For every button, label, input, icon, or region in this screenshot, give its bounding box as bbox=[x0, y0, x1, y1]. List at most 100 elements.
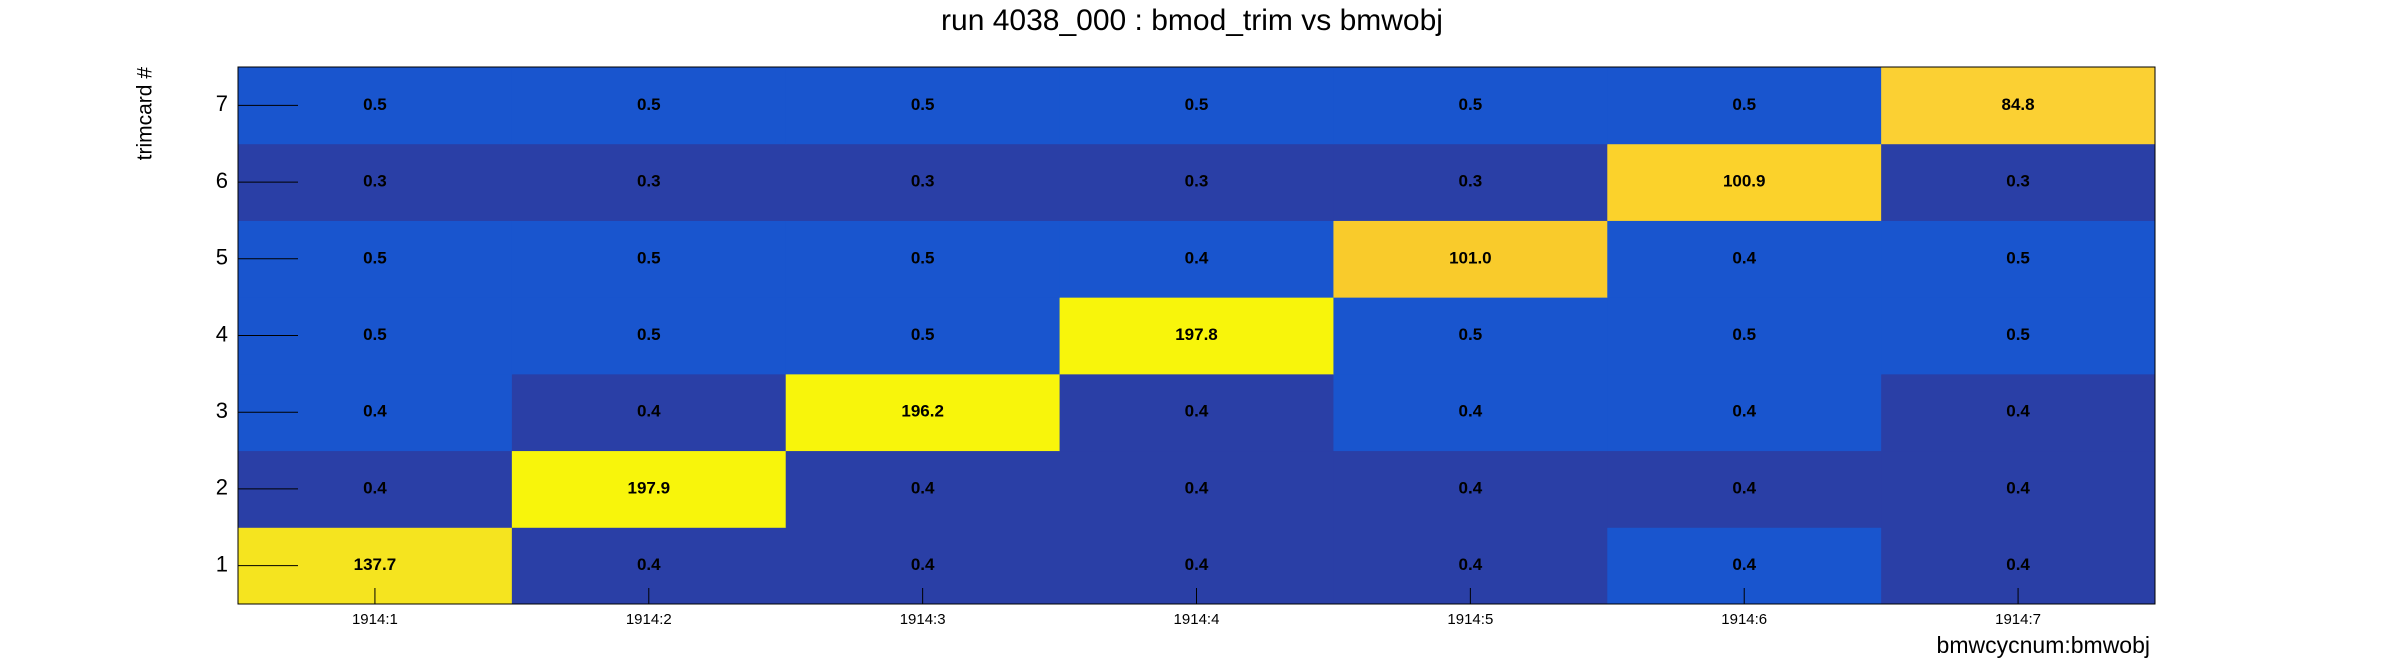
cell-label: 0.4 bbox=[1732, 248, 1756, 267]
heatmap-cell bbox=[1881, 220, 2156, 298]
x-tick-label: 1914:3 bbox=[900, 611, 946, 628]
cell-label: 197.9 bbox=[628, 478, 671, 497]
heatmap-cell bbox=[1333, 67, 1608, 145]
x-tick-label: 1914:2 bbox=[626, 611, 672, 628]
cell-label: 0.5 bbox=[911, 325, 935, 344]
cell-label: 0.4 bbox=[911, 555, 935, 574]
x-tick-label: 1914:5 bbox=[1447, 611, 1493, 628]
heatmap-cell bbox=[1607, 373, 1882, 452]
cell-label: 0.5 bbox=[637, 95, 661, 114]
heatmap-cell bbox=[1059, 373, 1334, 452]
heatmap-cell bbox=[511, 143, 787, 221]
cell-label: 0.4 bbox=[637, 555, 661, 574]
cell-label: 0.5 bbox=[1732, 325, 1756, 344]
heatmap-cell bbox=[785, 220, 1061, 298]
x-tick-label: 1914:7 bbox=[1995, 611, 2041, 628]
heatmap-cell bbox=[1059, 450, 1334, 528]
heatmap-cell bbox=[1059, 143, 1334, 221]
heatmap-cell bbox=[785, 373, 1061, 452]
cell-label: 0.5 bbox=[2006, 248, 2030, 267]
x-tick-label: 1914:4 bbox=[1174, 611, 1220, 628]
y-tick-label: 5 bbox=[216, 245, 228, 270]
cell-label: 0.4 bbox=[363, 478, 387, 497]
y-tick-label: 6 bbox=[216, 168, 228, 193]
heatmap-cell bbox=[1333, 297, 1608, 375]
cell-label: 0.4 bbox=[1185, 248, 1209, 267]
heatmap-cell bbox=[1607, 67, 1882, 145]
cell-label: 196.2 bbox=[901, 402, 944, 421]
cell-label: 0.5 bbox=[1459, 95, 1483, 114]
cell-label: 137.7 bbox=[354, 555, 397, 574]
heatmap-cell bbox=[1333, 143, 1608, 221]
heatmap-cell bbox=[1881, 143, 2156, 221]
cell-label: 0.5 bbox=[1732, 95, 1756, 114]
cell-label: 0.4 bbox=[2006, 478, 2030, 497]
heatmap-cell bbox=[511, 297, 787, 375]
heatmap-cell bbox=[1881, 67, 2156, 145]
cell-label: 0.5 bbox=[911, 95, 935, 114]
cell-label: 197.8 bbox=[1175, 325, 1218, 344]
heatmap-cell bbox=[1333, 220, 1608, 298]
heatmap-cell bbox=[785, 67, 1061, 145]
cell-label: 0.5 bbox=[637, 248, 661, 267]
cell-label: 0.3 bbox=[1185, 172, 1209, 191]
cell-label: 0.4 bbox=[1732, 478, 1756, 497]
y-axis-label: trimcard # bbox=[134, 67, 157, 161]
x-tick-label: 1914:6 bbox=[1721, 611, 1767, 628]
cell-label: 0.4 bbox=[2006, 402, 2030, 421]
cell-label: 0.5 bbox=[363, 248, 387, 267]
x-axis-label: bmwcycnum:bmwobj bbox=[1937, 632, 2150, 658]
heatmap-cell bbox=[785, 143, 1061, 221]
heatmap-cell bbox=[1333, 373, 1608, 452]
cell-label: 0.3 bbox=[637, 172, 661, 191]
cell-label: 0.4 bbox=[1185, 478, 1209, 497]
heatmap-cell bbox=[1607, 450, 1882, 528]
cell-label: 0.4 bbox=[911, 478, 935, 497]
heatmap-cell bbox=[785, 297, 1061, 375]
heatmap-cell bbox=[1881, 297, 2156, 375]
heatmap-cell bbox=[1881, 373, 2156, 452]
heatmap-cell bbox=[1059, 220, 1334, 298]
cell-label: 0.3 bbox=[2006, 172, 2030, 191]
heatmap-cell bbox=[1059, 67, 1334, 145]
heatmap-cell bbox=[1333, 450, 1608, 528]
heatmap-cell bbox=[511, 450, 787, 528]
heatmap-cell bbox=[1607, 143, 1882, 221]
cell-label: 0.5 bbox=[1185, 95, 1209, 114]
cell-label: 84.8 bbox=[2002, 95, 2035, 114]
y-tick-label: 1 bbox=[216, 551, 228, 576]
cell-label: 0.5 bbox=[2006, 325, 2030, 344]
cell-label: 0.4 bbox=[1459, 478, 1483, 497]
heatmap-cell bbox=[1881, 450, 2156, 528]
cell-label: 0.4 bbox=[1732, 555, 1756, 574]
x-tick-label: 1914:1 bbox=[352, 611, 398, 628]
cell-label: 0.4 bbox=[363, 402, 387, 421]
y-tick-label: 4 bbox=[216, 321, 228, 346]
cell-label: 0.4 bbox=[1185, 555, 1209, 574]
heatmap-cell bbox=[1059, 297, 1334, 375]
cell-label: 101.0 bbox=[1449, 248, 1492, 267]
cell-label: 0.4 bbox=[1185, 402, 1209, 421]
cell-label: 0.4 bbox=[1459, 402, 1483, 421]
y-tick-label: 3 bbox=[216, 398, 228, 423]
heatmap-cell bbox=[511, 373, 787, 452]
y-tick-label: 2 bbox=[216, 475, 228, 500]
cell-label: 0.4 bbox=[637, 402, 661, 421]
cell-label: 0.3 bbox=[1459, 172, 1483, 191]
cell-label: 0.5 bbox=[363, 325, 387, 344]
cell-label: 0.5 bbox=[363, 95, 387, 114]
cell-label: 0.5 bbox=[1459, 325, 1483, 344]
cell-label: 0.5 bbox=[911, 248, 935, 267]
cell-label: 0.4 bbox=[1459, 555, 1483, 574]
heatmap-cell bbox=[785, 450, 1061, 528]
heatmap-cell bbox=[511, 220, 787, 298]
heatmap-cell bbox=[1607, 297, 1882, 375]
chart-title: run 4038_000 : bmod_trim vs bmwobj bbox=[941, 4, 1443, 37]
heatmap-cell bbox=[1607, 220, 1882, 298]
cell-label: 0.3 bbox=[363, 172, 387, 191]
cell-label: 0.4 bbox=[1732, 402, 1756, 421]
heatmap-cell bbox=[511, 67, 787, 145]
cell-label: 0.4 bbox=[2006, 555, 2030, 574]
